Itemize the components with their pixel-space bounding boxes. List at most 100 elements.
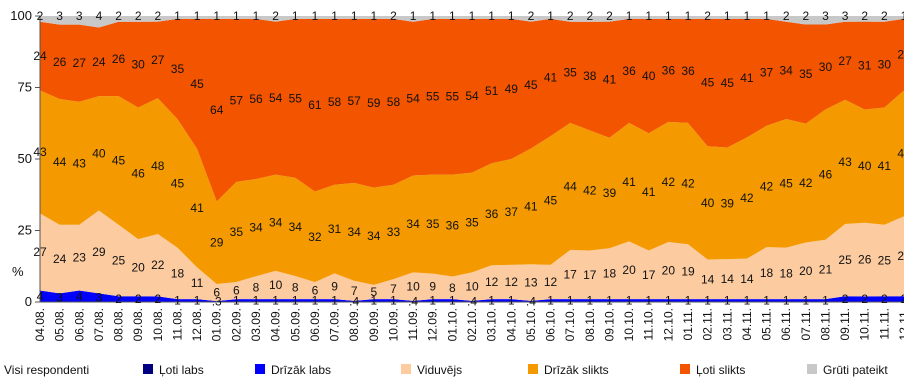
value-label-gruti-pateikt-30: 1 [626,9,633,23]
value-label-drizak-labs-10: 1 [233,294,240,308]
value-label-drizak-labs-28: 1 [586,294,593,308]
value-label-2-11: 8 [253,281,260,295]
x-tick-label-18: 10.09. [386,308,400,341]
value-label-4-12: 54 [269,91,283,105]
value-label-3-19: 34 [406,217,420,231]
value-label-2-41: 25 [838,253,852,267]
value-label-gruti-pateikt-33: 1 [685,9,692,23]
value-label-gruti-pateikt-39: 2 [802,9,809,23]
x-tick-label-44: 12.11. [897,308,904,340]
y-tick-label-50: 50 [18,151,32,166]
x-tick-label-35: 03.11. [720,308,734,340]
value-label-4-1: 26 [53,55,67,69]
value-label-3-35: 39 [721,196,735,210]
value-label-2-44: 28 [897,249,904,263]
x-tick-label-7: 11.08. [170,308,184,340]
value-label-2-13: 8 [292,281,299,295]
area-4--oti-slikts [40,18,904,202]
value-label-4-3: 24 [92,55,106,69]
value-label-3-32: 42 [662,175,676,189]
value-label-drizak-labs-37: 1 [763,294,770,308]
value-labels: 4274324232444263423432733294024422545262… [33,9,904,309]
value-label-2-38: 18 [780,266,794,280]
value-label-drizak-labs-40: 1 [822,294,829,308]
value-label-3-16: 34 [348,225,362,239]
value-label-3-39: 42 [799,176,813,190]
value-label-gruti-pateikt-43: 2 [881,9,888,23]
x-tick-label-9: 01.09. [210,308,224,341]
x-tick-label-3: 07.08. [92,308,106,341]
value-label-gruti-pateikt-40: 3 [822,9,829,23]
value-label-3-33: 42 [681,177,695,191]
y-tick-label-75: 75 [18,80,32,95]
value-label-3-42: 40 [858,159,872,173]
x-tick-label-24: 04.10. [504,308,518,341]
value-label-drizak-labs-15: 1 [331,294,338,308]
value-label-drizak-labs-38: 1 [783,294,790,308]
value-label-3-5: 46 [132,166,146,180]
value-label-4-25: 45 [524,78,538,92]
value-label-4-37: 37 [760,65,774,79]
value-label-3-23: 36 [485,207,499,221]
x-tick-label-30: 10.10. [622,308,636,341]
value-label-4-39: 35 [799,67,813,81]
x-tick-label-20: 12.09. [426,308,440,341]
value-label-drizak-labs-1: 3 [56,291,63,305]
x-tick-label-36: 04.11. [740,308,754,340]
value-label-4-19: 54 [406,92,420,106]
x-tick-label-41: 09.11. [838,308,852,340]
value-label-2-27: 17 [564,268,578,282]
value-label-3-30: 41 [622,175,636,189]
x-tick-label-14: 06.09. [308,308,322,341]
value-label-drizak-labs-21: 1 [449,294,456,308]
value-label-2-19: 10 [406,280,420,294]
x-tick-label-0: 04.08. [33,308,47,341]
value-label-4-29: 41 [603,73,617,87]
value-label-2-29: 18 [603,267,617,281]
x-tick-label-26: 06.10. [544,308,558,341]
value-label-drizak-labs-16: .4 [349,294,359,308]
value-label-2-4: 25 [112,254,126,268]
value-label-drizak-labs-17: 1 [370,294,377,308]
value-label-drizak-labs-42: 2 [861,292,868,306]
x-tick-label-11: 03.09. [249,308,263,341]
value-label-4-22: 54 [465,89,479,103]
value-label-drizak-labs-41: 2 [842,292,849,306]
value-label-4-8: 45 [190,77,204,91]
x-tick-label-8: 12.08. [190,308,204,341]
value-label-drizak-labs-0: 4 [37,289,44,303]
value-label-4-2: 27 [73,56,87,70]
x-tick-labels: 04.08. 05.08. 06.08. 07.08. 08.08. 09.08. 10.0… [33,308,904,341]
value-label-drizak-labs-14: 1 [312,294,319,308]
value-label-gruti-pateikt-5: 2 [135,9,142,23]
value-label-4-10: 57 [230,93,244,107]
x-tick-label-32: 12.10. [661,308,675,341]
value-label-drizak-labs-9: .3 [212,295,222,309]
x-tick-label-1: 05.08. [53,308,67,341]
value-label-drizak-labs-20: 1 [429,294,436,308]
value-label-gruti-pateikt-34: 2 [704,9,711,23]
x-tick-label-19: 11.09. [406,308,420,340]
value-label-gruti-pateikt-20: 1 [429,9,436,23]
value-label-gruti-pateikt-23: 1 [488,9,495,23]
legend-label-1: Drīzāk labs [271,363,331,377]
value-label-4-9: 64 [210,103,224,117]
value-label-4-44: 25 [897,48,904,62]
value-label-3-37: 42 [760,179,774,193]
value-label-drizak-labs-44: 2 [901,292,904,306]
value-label-4-21: 55 [446,90,460,104]
value-label-gruti-pateikt-24: 1 [508,9,515,23]
value-label-2-2: 23 [73,251,87,265]
value-label-4-31: 40 [642,69,656,83]
value-label-gruti-pateikt-4: 2 [115,9,122,23]
value-label-3-8: 41 [190,201,204,215]
value-label-3-21: 36 [446,219,460,233]
value-label-drizak-labs-3: 3 [96,291,103,305]
value-label-3-40: 46 [819,168,833,182]
value-label-2-31: 17 [642,268,656,282]
value-label-2-5: 20 [132,261,146,275]
value-label-3-2: 43 [73,156,87,170]
value-label-drizak-labs-18: 1 [390,294,397,308]
value-label-drizak-labs-25: .4 [526,294,536,308]
value-label-drizak-labs-8: 1 [194,294,201,308]
